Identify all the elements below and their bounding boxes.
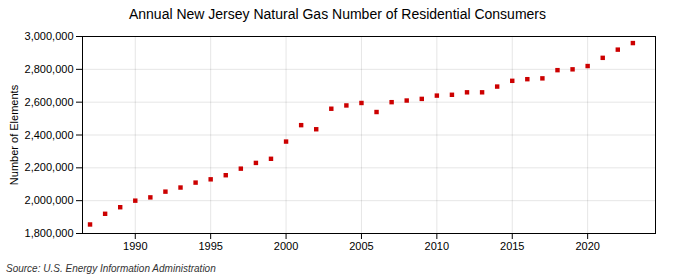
svg-text:3,000,000: 3,000,000 (25, 30, 74, 42)
svg-text:2020: 2020 (575, 240, 599, 252)
svg-text:2015: 2015 (500, 240, 524, 252)
html-text:Source: U.S. Energy Informatio: Source: U.S. Energy Information Administ… (6, 263, 216, 274)
svg-text:1,800,000: 1,800,000 (25, 227, 74, 239)
svg-text:2010: 2010 (425, 240, 449, 252)
svg-text:Number of Elements: Number of Elements (8, 84, 20, 185)
svg-text:1990: 1990 (123, 240, 147, 252)
html-text:Annual New Jersey Natural Gas: Annual New Jersey Natural Gas Number of … (129, 6, 546, 22)
svg-text:2,200,000: 2,200,000 (25, 161, 74, 173)
svg-text:2000: 2000 (274, 240, 298, 252)
svg-text:2,600,000: 2,600,000 (25, 96, 74, 108)
svg-text:2,800,000: 2,800,000 (25, 63, 74, 75)
svg-text:1995: 1995 (198, 240, 222, 252)
svg-text:2,000,000: 2,000,000 (25, 194, 74, 206)
svg-text:2005: 2005 (349, 240, 373, 252)
svg-text:2,400,000: 2,400,000 (25, 129, 74, 141)
